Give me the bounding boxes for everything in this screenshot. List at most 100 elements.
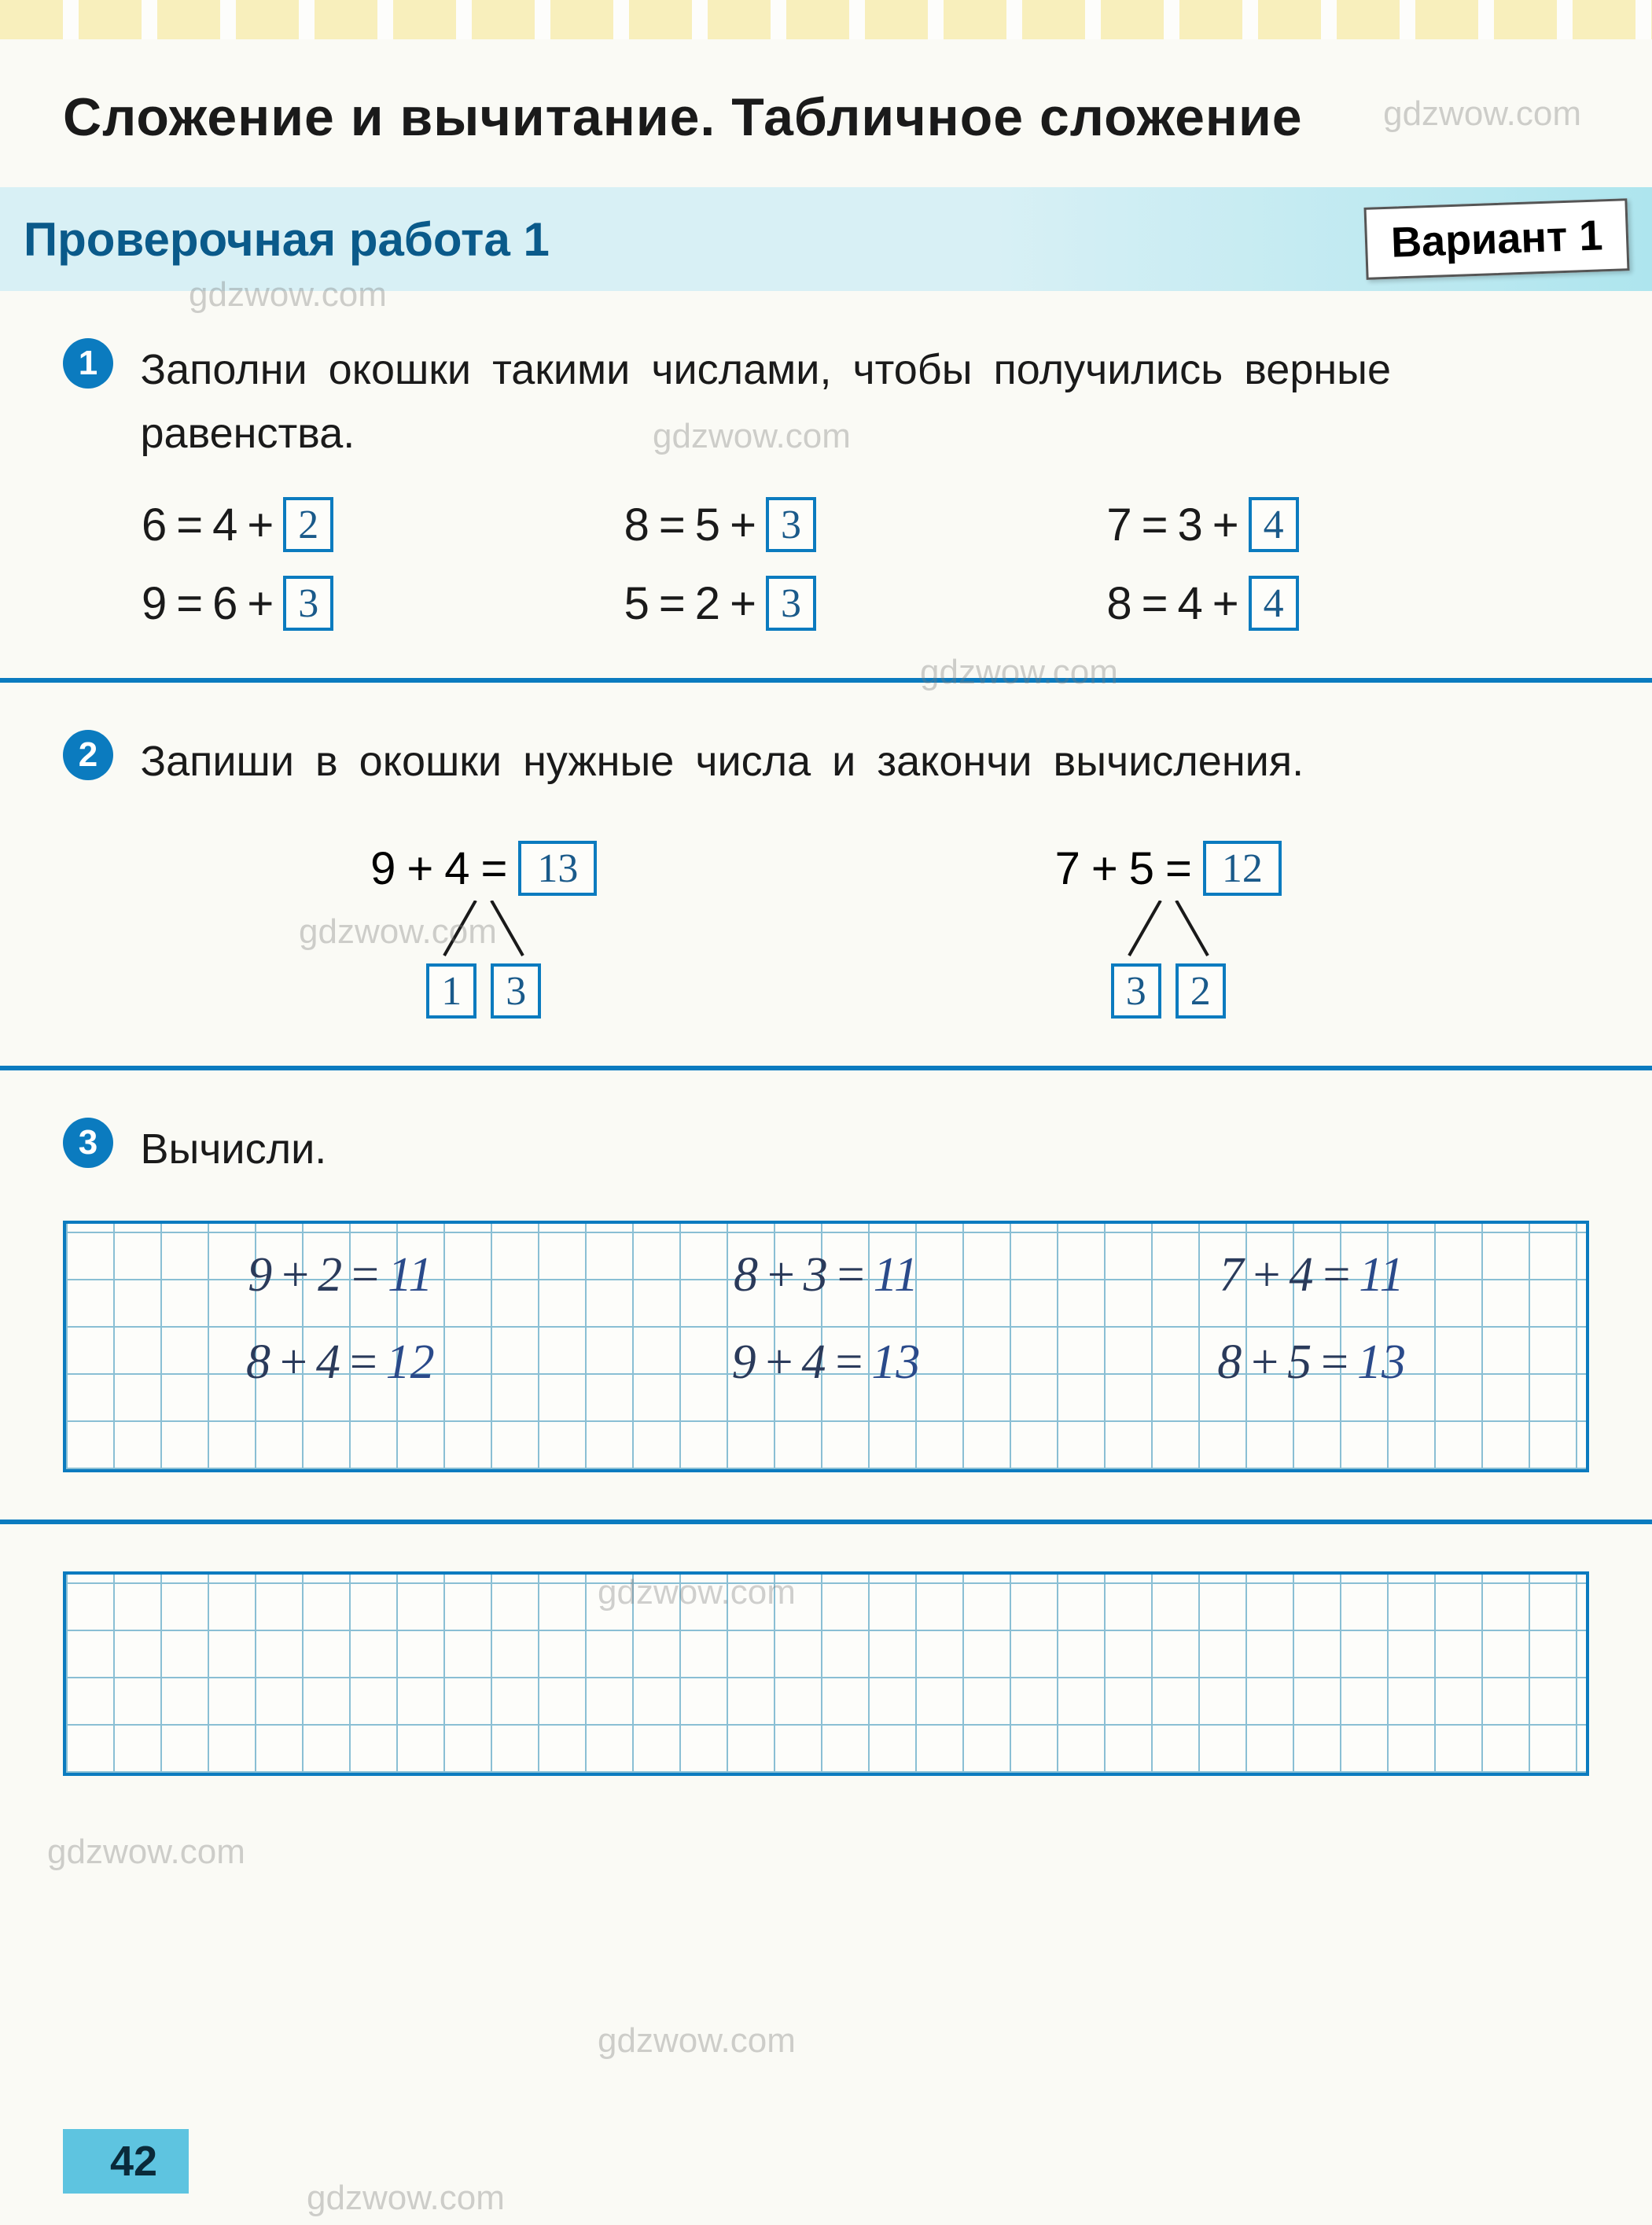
eq-equals: = <box>659 577 686 630</box>
eq-term: 2 <box>695 577 720 630</box>
equation: 7 = 3 + 4 <box>1106 497 1589 552</box>
page-title: Сложение и вычитание. Табличное сложение <box>63 87 1589 148</box>
hand-sign: + <box>278 1247 311 1303</box>
watermark: gdzwow.com <box>307 2179 505 2218</box>
hand-eq-sign: = <box>348 1247 381 1303</box>
hand-sign: + <box>763 1335 796 1391</box>
eq-equals: = <box>1142 499 1168 551</box>
task-instruction: Заполни окошки такими числами, чтобы пол… <box>140 338 1580 466</box>
decomp-equation: 9 + 4 = 13 <box>370 841 597 896</box>
answer-box: 4 <box>1249 576 1299 631</box>
watermark: gdzwow.com <box>920 653 1118 692</box>
eq-plus: + <box>730 499 756 551</box>
hand-equation: 7 + 4 = 11 <box>1220 1247 1404 1303</box>
hand-b: 4 <box>1289 1247 1313 1303</box>
equation-grid: 6 = 4 + 2 8 = 5 + 3 7 = 3 + 4 9 <box>142 497 1589 631</box>
task-2: 2 Запиши в окошки нужные числа и закончи… <box>63 730 1589 1019</box>
hand-b: 4 <box>316 1335 340 1391</box>
hand-a: 8 <box>1217 1335 1242 1391</box>
hand-a: 9 <box>732 1335 756 1391</box>
hand-answer: 12 <box>386 1335 435 1391</box>
equation: 5 = 2 + 3 <box>624 576 1107 631</box>
decomp-sign: + <box>407 842 433 895</box>
eq-lhs: 6 <box>142 499 167 551</box>
header-row: Проверочная работа 1 Вариант 1 <box>0 187 1652 291</box>
answer-box: 4 <box>1249 497 1299 552</box>
task-3: 3 Вычисли. 9 + 2 = 11 8 + 3 = 11 <box>63 1118 1589 1472</box>
decomp-a: 9 <box>370 842 396 895</box>
eq-term: 3 <box>1177 499 1202 551</box>
hand-a: 8 <box>246 1335 270 1391</box>
hand-a: 9 <box>248 1247 272 1303</box>
eq-lhs: 7 <box>1106 499 1131 551</box>
eq-plus: + <box>247 577 274 630</box>
hand-answer: 11 <box>388 1247 432 1303</box>
hand-b: 3 <box>804 1247 828 1303</box>
hand-eq-sign: = <box>1319 1247 1352 1303</box>
watermark: gdzwow.com <box>47 1833 245 1872</box>
hand-equation: 8 + 3 = 11 <box>734 1247 918 1303</box>
hand-sign: + <box>1250 1247 1283 1303</box>
split-box: 2 <box>1176 963 1226 1019</box>
hand-equation: 8 + 4 = 12 <box>246 1335 435 1391</box>
decomp-b: 4 <box>444 842 469 895</box>
hand-a: 8 <box>734 1247 758 1303</box>
hand-answer: 13 <box>871 1335 920 1391</box>
hand-equation: 9 + 4 = 13 <box>732 1335 921 1391</box>
equation: 9 = 6 + 3 <box>142 576 624 631</box>
hand-b: 5 <box>1287 1335 1312 1391</box>
answer-box: 3 <box>766 576 816 631</box>
eq-lhs: 9 <box>142 577 167 630</box>
result-box: 12 <box>1203 841 1282 896</box>
hand-equation: 9 + 2 = 11 <box>248 1247 432 1303</box>
answer-box: 3 <box>766 497 816 552</box>
eq-term: 5 <box>695 499 720 551</box>
decomp-b: 5 <box>1129 842 1154 895</box>
decomp-eq: = <box>481 842 508 895</box>
task-instruction: Вычисли. <box>140 1118 1580 1181</box>
watermark: gdzwow.com <box>598 2021 796 2061</box>
decomp-equation: 7 + 5 = 12 <box>1055 841 1282 896</box>
task-number-badge: 2 <box>63 730 113 780</box>
decomposition: 7 + 5 = 12 3 2 <box>1055 841 1282 1019</box>
hand-answer: 11 <box>1359 1247 1404 1303</box>
hand-b: 4 <box>801 1335 826 1391</box>
variant-box: Вариант 1 <box>1363 198 1629 280</box>
hand-sign: + <box>1248 1335 1281 1391</box>
split-lines-icon <box>1106 901 1231 963</box>
decomp-sign: + <box>1091 842 1118 895</box>
answer-box: 2 <box>283 497 333 552</box>
eq-term: 6 <box>212 577 237 630</box>
hand-sign: + <box>764 1247 797 1303</box>
eq-equals: = <box>176 577 203 630</box>
split-boxes: 1 3 <box>426 963 541 1019</box>
equation: 8 = 5 + 3 <box>624 497 1107 552</box>
equation: 8 = 4 + 4 <box>1106 576 1589 631</box>
divider <box>0 678 1652 683</box>
eq-lhs: 5 <box>624 577 649 630</box>
hand-sign: + <box>277 1335 310 1391</box>
equation: 6 = 4 + 2 <box>142 497 624 552</box>
eq-equals: = <box>659 499 686 551</box>
top-decoration-band <box>0 0 1652 39</box>
split-boxes: 3 2 <box>1111 963 1226 1019</box>
split-box: 1 <box>426 963 476 1019</box>
split-lines-icon <box>421 901 546 963</box>
decomposition: 9 + 4 = 13 1 3 <box>370 841 597 1019</box>
eq-plus: + <box>1212 499 1239 551</box>
eq-lhs: 8 <box>624 499 649 551</box>
hand-eq-sign: = <box>1318 1335 1351 1391</box>
hand-b: 2 <box>318 1247 342 1303</box>
grid-row: 8 + 4 = 12 9 + 4 = 13 8 + 5 = <box>66 1311 1586 1398</box>
subtitle: Проверочная работа 1 <box>24 212 550 267</box>
eq-term: 4 <box>212 499 237 551</box>
hand-answer: 13 <box>1357 1335 1406 1391</box>
eq-term: 4 <box>1177 577 1202 630</box>
hand-a: 7 <box>1220 1247 1244 1303</box>
divider <box>0 1520 1652 1524</box>
empty-grid <box>63 1571 1589 1776</box>
decomp-a: 7 <box>1055 842 1080 895</box>
task-instruction: Запиши в окошки нужные числа и закончи в… <box>140 730 1580 794</box>
eq-plus: + <box>1212 577 1239 630</box>
eq-plus: + <box>247 499 274 551</box>
